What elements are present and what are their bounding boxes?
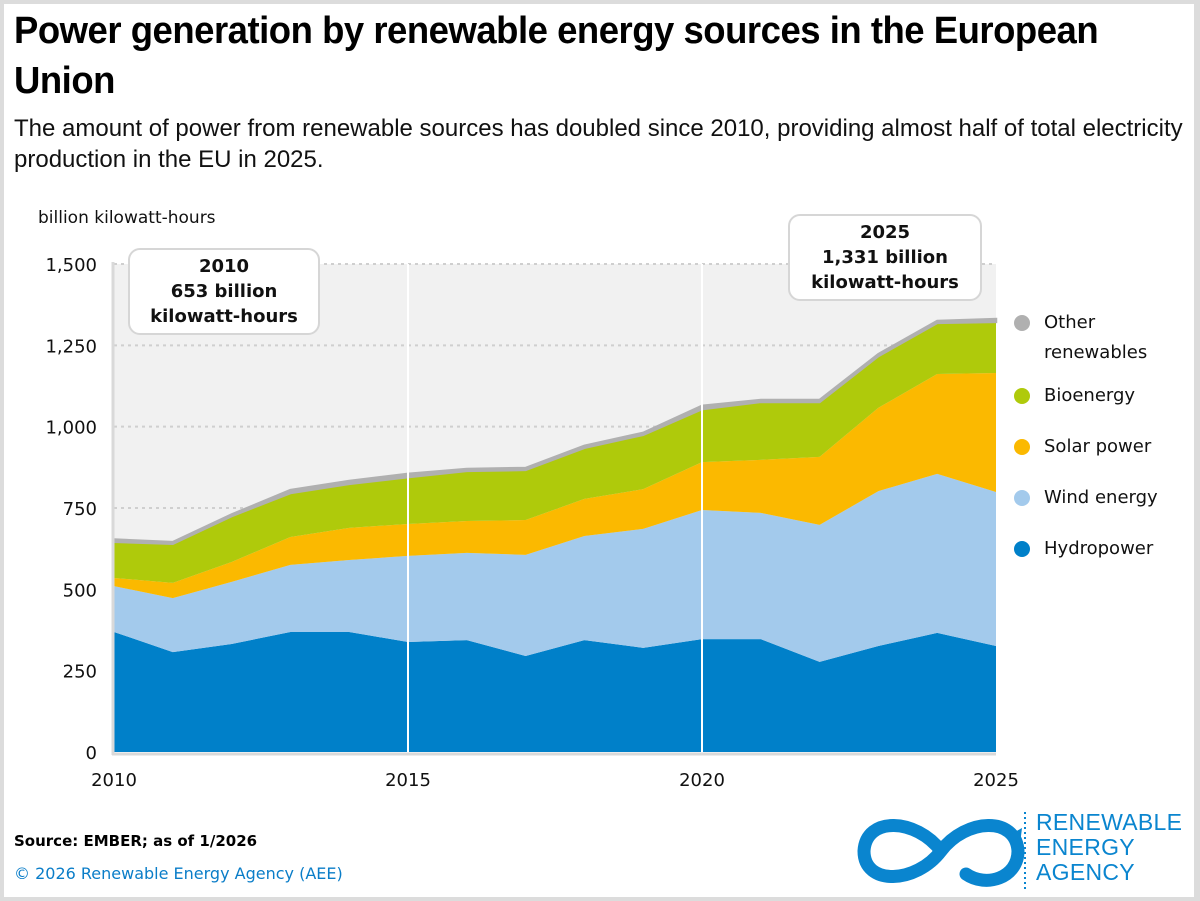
legend-label-bioenergy: Bioenergy [1044, 385, 1136, 406]
x-tick-labels: 2010 2015 2020 2025 [91, 770, 1019, 791]
y-tick-label-1000: 1,000 [45, 418, 97, 439]
y-tick-label-1500: 1,500 [45, 255, 97, 276]
x-tick-label-2010: 2010 [91, 770, 137, 791]
legend-dot-hydro [1014, 541, 1030, 557]
legend-label-hydro: Hydropower [1044, 538, 1154, 559]
copyright-note: © 2026 Renewable Energy Agency (AEE) [14, 864, 343, 883]
annotation-2010-unit: kilowatt-hours [150, 306, 298, 327]
series-areas [112, 317, 998, 752]
annotation-2025: 2025 1,331 billion kilowatt-hours [788, 214, 982, 301]
area-bioenergy [114, 321, 996, 583]
agency-logo: RENEWABLE ENERGY AGENCY [856, 808, 1186, 894]
legend-item-other: Other renewables [1010, 308, 1190, 368]
y-tick-labels: 0 250 500 750 1,000 1,250 1,500 [45, 255, 97, 764]
area-other-renewables [112, 317, 998, 546]
annotation-2010-year: 2010 [198, 256, 250, 277]
legend-dot-wind [1014, 490, 1030, 506]
annotation-2025-year: 2025 [859, 222, 911, 243]
logo-divider [1024, 812, 1026, 890]
legend: Other renewables Bioenergy Solar power W… [1010, 308, 1190, 585]
y-tick-label-750: 750 [63, 499, 97, 520]
legend-dot-bioenergy [1014, 388, 1030, 404]
y-tick-label-0: 0 [86, 743, 97, 764]
area-hydropower [114, 631, 996, 752]
legend-item-wind: Wind energy [1010, 483, 1190, 513]
legend-item-bioenergy: Bioenergy [1010, 381, 1190, 411]
chart-subtitle: The amount of power from renewable sourc… [14, 115, 1183, 173]
x-tick-label-2025: 2025 [973, 770, 1019, 791]
legend-item-solar: Solar power [1010, 432, 1190, 462]
legend-dot-other [1014, 315, 1030, 331]
x-tick-label-2015: 2015 [385, 770, 431, 791]
logo-line-2: ENERGY [1036, 834, 1135, 860]
logo-text: RENEWABLE ENERGY AGENCY [1036, 810, 1182, 885]
area-solar-power [114, 372, 996, 599]
legend-item-hydro: Hydropower [1010, 534, 1190, 564]
x-tick-label-2020: 2020 [679, 770, 725, 791]
annotation-2010-value: 653 billion [170, 281, 278, 302]
infinity-logo-icon [857, 819, 1025, 887]
axes [111, 262, 996, 756]
legend-label-wind: Wind energy [1044, 487, 1158, 508]
annotation-2010: 2010 653 billion kilowatt-hours [128, 248, 320, 335]
y-tick-label-500: 500 [63, 580, 97, 601]
chart-title: Power generation by renewable energy sou… [14, 10, 1099, 102]
legend-dot-solar [1014, 439, 1030, 455]
y-tick-label-1250: 1,250 [45, 336, 97, 357]
year-markers [407, 264, 703, 752]
logo-line-3: AGENCY [1036, 859, 1135, 885]
annotation-2025-unit: kilowatt-hours [811, 272, 959, 293]
legend-label-solar: Solar power [1044, 436, 1152, 457]
source-note: Source: EMBER; as of 1/2026 [14, 832, 258, 850]
y-axis-label: billion kilowatt-hours [38, 208, 216, 228]
y-tick-label-250: 250 [63, 662, 97, 683]
logo-line-1: RENEWABLE [1036, 809, 1183, 835]
legend-label-other: Other renewables [1044, 312, 1148, 363]
area-wind-energy [114, 473, 996, 662]
annotation-2025-value: 1,331 billion [822, 247, 948, 268]
